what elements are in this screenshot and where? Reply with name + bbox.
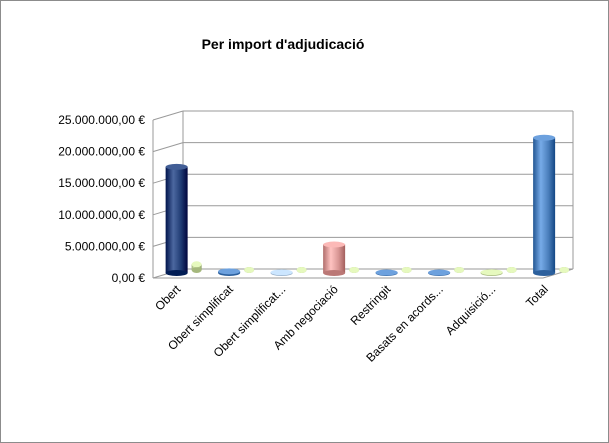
y-tick-label: 15.000.000,00 € bbox=[58, 176, 145, 190]
bar-top bbox=[270, 269, 293, 276]
chart-title: Per import d'adjudicació bbox=[201, 36, 365, 52]
bar-top bbox=[401, 267, 412, 273]
bar-top bbox=[296, 267, 307, 273]
bar-base bbox=[191, 267, 202, 273]
y-tick-label: 10.000.000,00 € bbox=[58, 208, 145, 222]
bar-top bbox=[165, 163, 188, 170]
bar-base bbox=[323, 270, 346, 276]
x-tick-label: Obert bbox=[152, 282, 184, 314]
y-tick-label: 0,00 € bbox=[112, 271, 146, 285]
x-tick-label: Total bbox=[523, 282, 551, 310]
bar-top bbox=[428, 269, 451, 276]
x-tick-label: Restringit bbox=[348, 282, 394, 328]
gridline-depth bbox=[152, 142, 184, 153]
gridline-depth bbox=[152, 110, 184, 121]
bar-top bbox=[323, 241, 346, 248]
bar-top bbox=[375, 269, 398, 276]
y-tick-label: 20.000.000,00 € bbox=[58, 145, 145, 159]
bar-top bbox=[559, 267, 570, 273]
bar-top bbox=[506, 267, 517, 273]
bar-top bbox=[349, 267, 360, 273]
bar bbox=[533, 137, 556, 273]
bar-top bbox=[454, 267, 465, 273]
y-tick-label: 25.000.000,00 € bbox=[58, 113, 145, 127]
bar-top bbox=[191, 261, 202, 268]
bar-top bbox=[533, 134, 556, 141]
bar-top bbox=[244, 267, 255, 273]
bar-base bbox=[533, 270, 556, 276]
bar bbox=[165, 166, 188, 273]
bar-top bbox=[218, 268, 241, 275]
bar bbox=[323, 244, 346, 273]
y-tick-label: 5.000.000,00 € bbox=[65, 239, 145, 253]
bar-top bbox=[480, 269, 503, 276]
x-tick-label: Adquisició... bbox=[443, 282, 499, 338]
bar-base bbox=[165, 270, 188, 276]
